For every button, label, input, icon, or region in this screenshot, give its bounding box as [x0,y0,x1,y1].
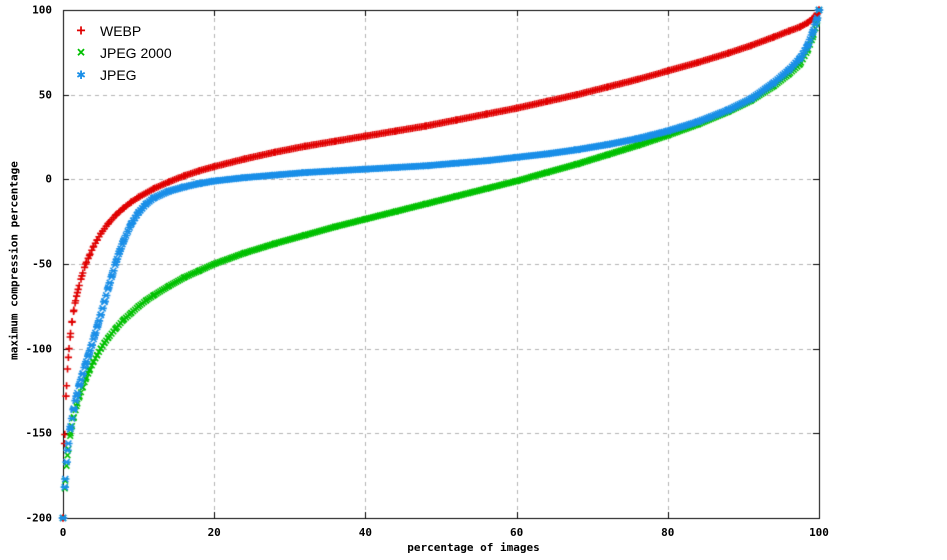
plus-marker-icon: + [76,21,86,39]
x-tick-label: 0 [59,526,67,539]
legend-item-webp[interactable]: + WEBP [70,22,172,39]
y-tick-label: -150 [25,426,53,440]
legend-label-webp: WEBP [100,22,142,39]
legend-item-jpeg[interactable]: ✱ JPEG [70,66,172,83]
x-axis-title: percentage of images [407,541,540,554]
asterisk-marker-icon: ✱ [76,65,86,83]
y-tick-label: -200 [25,511,53,525]
cross-marker-icon: × [76,43,86,61]
x-tick-label: 80 [661,526,675,539]
legend-label-jpeg2000: JPEG 2000 [100,44,172,61]
y-tick-label: 100 [32,3,52,17]
x-tick-label: 60 [509,526,524,539]
x-tick-label: 20 [207,526,221,539]
x-tick-label: 40 [358,526,373,539]
y-axis-title: maximum compression percentage [7,161,21,360]
y-tick-label: 50 [38,88,52,102]
legend-label-jpeg: JPEG [100,66,137,83]
y-tick-label: 0 [45,172,52,186]
chart-legend: + WEBP × JPEG 2000 ✱ JPEG [70,22,172,83]
y-tick-label: -100 [25,342,53,356]
legend-item-jpeg2000[interactable]: × JPEG 2000 [70,43,172,61]
y-tick-label: -50 [32,257,52,271]
x-tick-label: 100 [809,526,829,539]
